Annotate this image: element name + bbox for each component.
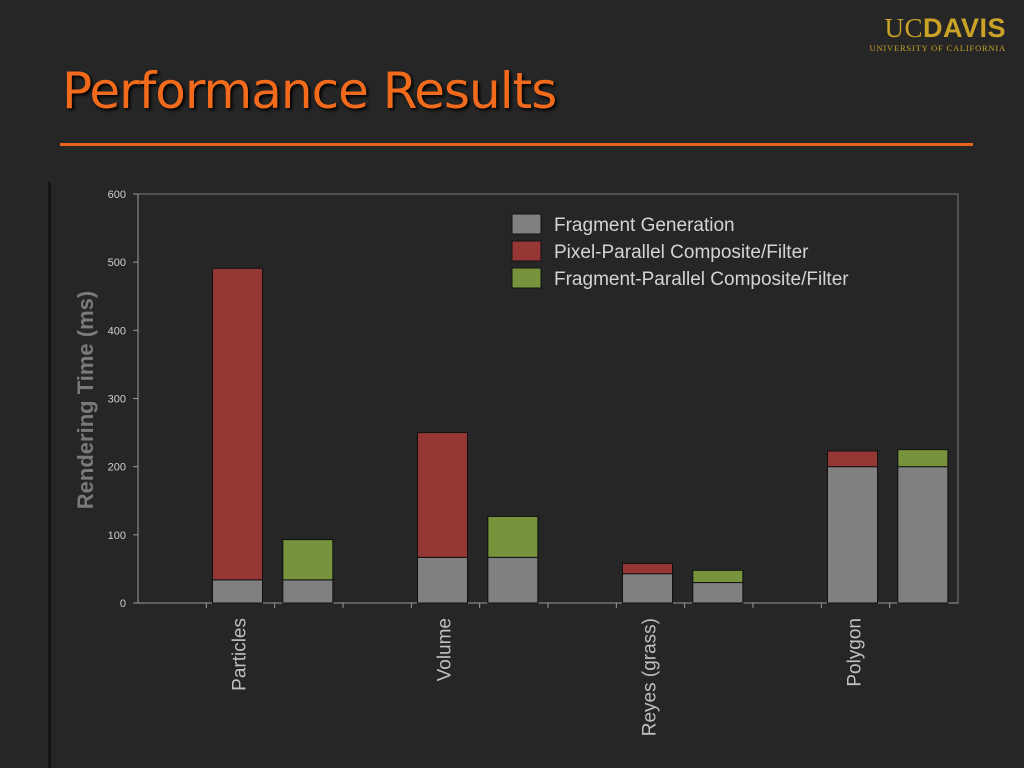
bar-segment-fragment-generation (622, 573, 673, 604)
x-category-label: Volume (435, 618, 456, 681)
y-tick-label: 300 (108, 394, 126, 406)
bar-segment-pixel-parallel-composite-filter (417, 432, 468, 558)
y-tick-label: 500 (108, 257, 126, 269)
bar-segment-fragment-generation (282, 579, 334, 604)
x-category-label: Polygon (845, 618, 866, 687)
y-tick-label: 100 (108, 530, 126, 542)
bar-segment-fragment-generation (417, 556, 468, 604)
chart-shadow-edge (48, 182, 51, 768)
bar-segment-pixel-parallel-composite-filter (622, 562, 673, 575)
bar-segment-fragment-generation (692, 582, 744, 604)
uc-davis-logo: UCDAVIS UNIVERSITY OF CALIFORNIA (870, 14, 1006, 53)
legend-label: Fragment-Parallel Composite/Filter (554, 269, 849, 290)
y-tick-label: 0 (120, 598, 126, 610)
y-tick-label: 600 (108, 189, 126, 201)
logo-wordmark: UCDAVIS (870, 14, 1006, 42)
x-category-label: Particles (230, 618, 251, 691)
legend-swatch (511, 213, 542, 235)
legend-swatch (511, 240, 542, 262)
legend-swatch (511, 267, 542, 289)
x-category-label: Reyes (grass) (640, 618, 661, 736)
legend-label: Pixel-Parallel Composite/Filter (554, 242, 809, 263)
logo-uc-text: UC (884, 13, 923, 43)
legend-label: Fragment Generation (554, 215, 735, 236)
bar-segment-fragment-generation (827, 466, 878, 604)
y-tick-label: 400 (108, 325, 126, 337)
title-divider (60, 143, 973, 146)
logo-subtext: UNIVERSITY OF CALIFORNIA (869, 43, 1006, 53)
bar-segment-fragment-generation (212, 579, 263, 604)
bar-segment-fragment-parallel-composite-filter (897, 449, 949, 468)
bar-segment-pixel-parallel-composite-filter (212, 267, 263, 581)
bar-segment-fragment-parallel-composite-filter (282, 539, 334, 581)
bar-segment-fragment-parallel-composite-filter (487, 515, 539, 558)
slide-title: Performance Results (62, 62, 557, 120)
bar-segment-fragment-generation (897, 466, 949, 604)
logo-davis-text: DAVIS (922, 13, 1006, 43)
bar-segment-fragment-generation (487, 556, 539, 604)
y-tick-label: 200 (108, 462, 126, 474)
bar-segment-pixel-parallel-composite-filter (827, 450, 878, 468)
bar-segment-fragment-parallel-composite-filter (692, 569, 744, 584)
y-axis-label: Rendering Time (ms) (73, 291, 98, 509)
